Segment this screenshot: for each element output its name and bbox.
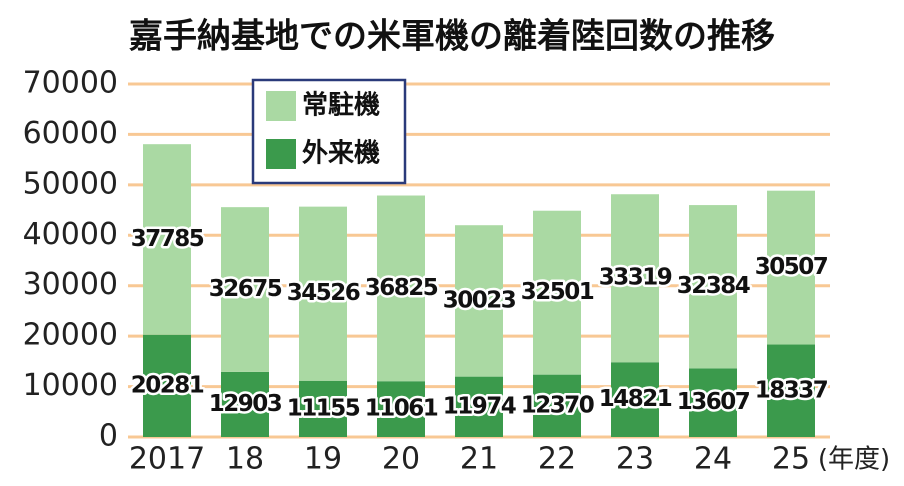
bar-segment bbox=[455, 376, 503, 437]
x-unit-label: (年度) bbox=[818, 445, 890, 475]
bar-segment bbox=[221, 207, 269, 372]
bar-segment bbox=[611, 362, 659, 437]
x-tick-label: 18 bbox=[226, 442, 264, 477]
data-label: 11061 bbox=[365, 396, 438, 422]
bar-segment bbox=[377, 381, 425, 437]
data-label: 32675 bbox=[209, 276, 282, 302]
bar-segment bbox=[533, 374, 581, 437]
bar-segment bbox=[143, 334, 191, 437]
bar-segment bbox=[455, 225, 503, 377]
data-label: 37785 bbox=[131, 226, 204, 252]
bar-segment bbox=[299, 380, 347, 437]
y-tick-label: 30000 bbox=[23, 267, 118, 302]
data-label: 14821 bbox=[599, 386, 672, 412]
x-tick-label: 22 bbox=[538, 442, 576, 477]
bar-segment bbox=[143, 144, 191, 335]
data-label: 12903 bbox=[209, 391, 282, 417]
bar-segment bbox=[689, 205, 737, 369]
y-tick-label: 70000 bbox=[23, 66, 118, 101]
bar-segment bbox=[611, 194, 659, 363]
bar-segment bbox=[767, 190, 815, 345]
data-label: 20281 bbox=[131, 372, 204, 398]
legend-label: 常駐機 bbox=[302, 91, 380, 121]
data-label: 18337 bbox=[755, 377, 828, 403]
x-tick-label: 23 bbox=[616, 442, 654, 477]
data-label: 34526 bbox=[287, 280, 360, 306]
y-tick-label: 0 bbox=[99, 419, 118, 454]
x-tick-label: 24 bbox=[694, 442, 732, 477]
y-tick-label: 50000 bbox=[23, 166, 118, 201]
data-label: 13607 bbox=[677, 389, 750, 415]
legend-swatch bbox=[266, 91, 296, 121]
chart-title: 嘉手納基地での米軍機の離着陸回数の推移 bbox=[129, 17, 775, 57]
y-tick-label: 40000 bbox=[23, 217, 118, 252]
bar-segment bbox=[533, 210, 581, 375]
data-label: 12370 bbox=[521, 392, 594, 418]
bar-segment bbox=[221, 371, 269, 437]
bar-segment bbox=[377, 195, 425, 382]
x-tick-label: 2017 bbox=[129, 442, 205, 477]
legend-label: 外来機 bbox=[302, 139, 380, 169]
x-tick-label: 19 bbox=[304, 442, 342, 477]
y-tick-label: 10000 bbox=[23, 368, 118, 403]
data-label: 36825 bbox=[365, 275, 438, 301]
data-label: 33319 bbox=[599, 265, 672, 291]
data-label: 11155 bbox=[287, 395, 360, 421]
bar-segment bbox=[689, 368, 737, 437]
data-label: 32384 bbox=[677, 273, 750, 299]
y-tick-label: 60000 bbox=[23, 116, 118, 151]
legend-swatch bbox=[266, 139, 296, 169]
data-label: 11974 bbox=[443, 393, 516, 419]
x-tick-label: 25 bbox=[772, 442, 810, 477]
data-label: 30507 bbox=[755, 254, 828, 280]
data-label: 32501 bbox=[521, 279, 594, 305]
data-label: 30023 bbox=[443, 287, 516, 313]
x-tick-label: 21 bbox=[460, 442, 498, 477]
x-tick-label: 20 bbox=[382, 442, 420, 477]
bar-segment bbox=[767, 344, 815, 437]
y-tick-label: 20000 bbox=[23, 318, 118, 353]
bar-segment bbox=[299, 206, 347, 381]
